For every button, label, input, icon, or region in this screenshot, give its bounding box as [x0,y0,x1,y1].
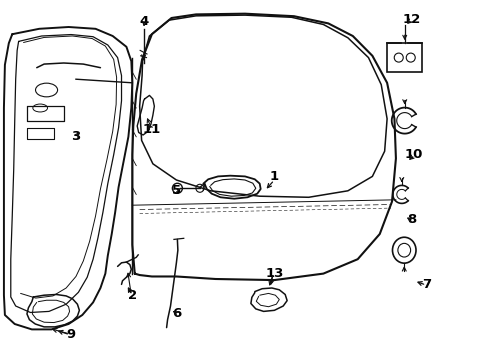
Text: 12: 12 [402,13,421,26]
Text: 3: 3 [72,130,80,143]
Text: 11: 11 [143,123,161,136]
Text: 1: 1 [270,170,279,183]
Text: 2: 2 [128,289,137,302]
Text: 5: 5 [172,184,181,197]
Text: 6: 6 [172,307,181,320]
Text: 4: 4 [140,15,149,28]
Text: 8: 8 [407,213,416,226]
Text: 9: 9 [67,328,75,341]
Text: 10: 10 [405,148,423,161]
Bar [387,43,422,72]
Text: 13: 13 [265,267,284,280]
Text: 7: 7 [422,278,431,291]
